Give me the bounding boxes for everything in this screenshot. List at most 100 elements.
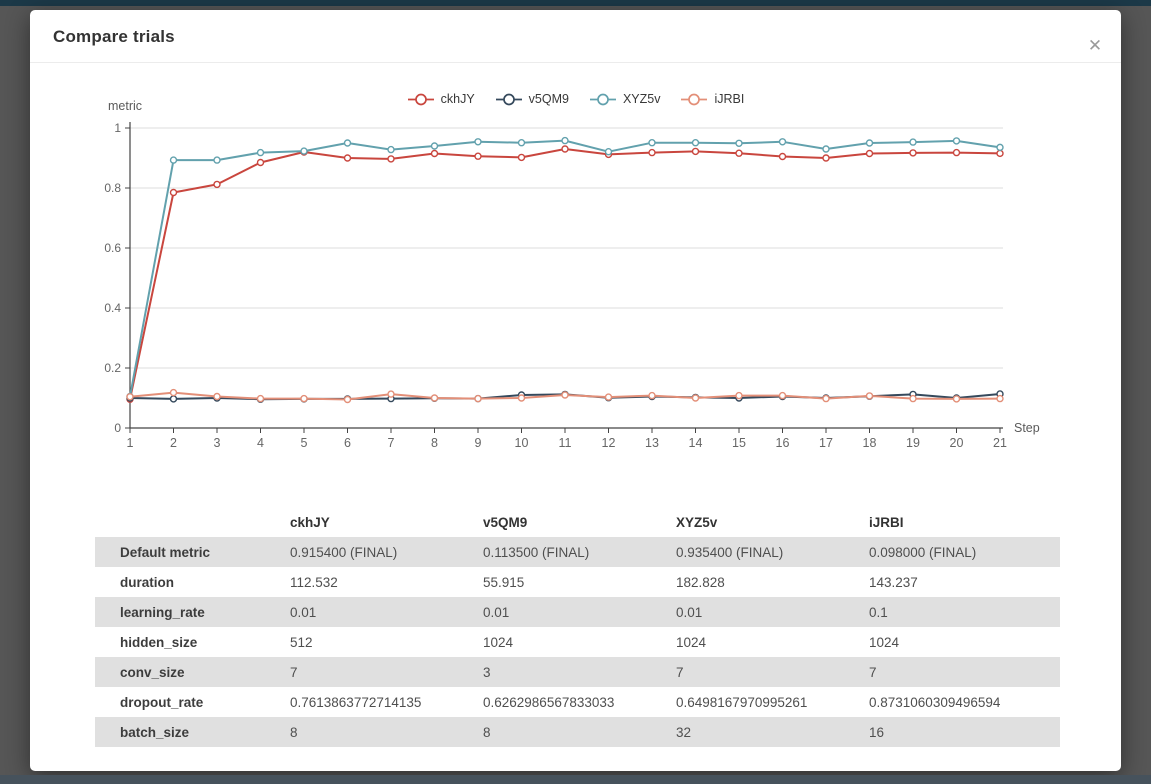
metric-chart: 00.20.40.60.811 2 3 4 5 6 7 8 9 10 11 12 13 14 15 16 17 1… [104, 99, 1040, 450]
data-point [387, 155, 395, 163]
x-tick-label: 21 [993, 436, 1007, 450]
x-axis-title: Step [1014, 421, 1040, 435]
row-label: batch_size [120, 724, 190, 740]
row-value: 0.1 [869, 604, 888, 620]
table-row-dropout_rate: dropout_rate 0.7613863772714135 0.62629865… [95, 687, 1060, 717]
y-axis-title: metric [108, 99, 142, 113]
data-point [822, 394, 830, 403]
x-tick-label: 14 [689, 436, 703, 450]
data-point [213, 392, 221, 401]
row-label: dropout_rate [120, 694, 204, 710]
legend-item-ckhJY[interactable]: ckhJY [407, 92, 475, 106]
table-body: Default metric 0.915400 (FINAL) 0.113500 (… [95, 537, 1060, 747]
table-row-conv_size: conv_size 7 3 7 7 [95, 657, 1060, 687]
x-tick-label: 18 [863, 436, 877, 450]
data-point [213, 180, 221, 189]
column-header-iJRBI: iJRBI [869, 514, 904, 530]
row-value: 1024 [676, 634, 707, 650]
legend-label: ckhJY [440, 92, 475, 106]
row-value: 0.098000 (FINAL) [869, 544, 977, 560]
x-tick-label: 7 [388, 436, 395, 450]
row-value: 8 [483, 724, 491, 740]
row-label: conv_size [120, 664, 185, 680]
x-tick-label: 17 [819, 436, 833, 450]
data-point [735, 391, 743, 400]
legend-item-iJRBI[interactable]: iJRBI [680, 92, 744, 106]
row-value: 7 [676, 664, 684, 680]
table-row-learning_rate: learning_rate 0.01 0.01 0.01 0.1 [95, 597, 1060, 627]
row-value: 3 [483, 664, 491, 680]
data-point [996, 143, 1004, 152]
row-value: 1024 [869, 634, 900, 650]
data-point [213, 156, 221, 164]
data-point [691, 394, 700, 402]
data-point [778, 152, 787, 161]
data-point [952, 395, 961, 403]
row-value: 112.532 [290, 574, 338, 590]
row-value: 1024 [483, 634, 514, 650]
legend-item-v5QM9[interactable]: v5QM9 [495, 92, 569, 106]
data-point [561, 136, 569, 145]
column-header-v5QM9: v5QM9 [483, 514, 528, 530]
column-header-empty [95, 507, 290, 537]
data-point [343, 154, 352, 162]
close-icon[interactable]: ✕ [1081, 32, 1109, 60]
data-point [691, 147, 700, 156]
data-point [256, 158, 265, 167]
x-tick-label: 10 [515, 436, 529, 450]
data-point [909, 394, 917, 403]
y-tick-label: 0.6 [104, 241, 121, 255]
y-tick-label: 0 [114, 421, 121, 435]
row-value: 0.6498167970995261 [676, 694, 808, 710]
data-point [561, 145, 569, 153]
data-point [300, 394, 308, 403]
data-point [648, 148, 656, 157]
data-point [474, 138, 482, 146]
data-point [387, 145, 395, 154]
data-point [256, 148, 265, 157]
table-row-batch_size: batch_size 8 8 32 16 [95, 717, 1060, 747]
column-header-XYZ5v: XYZ5v [676, 514, 718, 530]
table-row-duration: duration 112.532 55.915 182.828 143.237 [95, 567, 1060, 597]
app-bottom-bar [0, 775, 1151, 784]
row-label: Default metric [120, 544, 211, 560]
data-point [996, 149, 1004, 158]
y-tick-label: 0.2 [104, 361, 121, 375]
x-tick-label: 15 [732, 436, 746, 450]
data-point [735, 149, 743, 157]
row-value: 8 [290, 724, 298, 740]
row-value: 55.915 [483, 574, 525, 590]
data-point [778, 391, 787, 400]
data-point [517, 139, 526, 147]
data-point [865, 139, 874, 147]
data-point [952, 148, 961, 157]
data-point [996, 394, 1004, 403]
data-point [126, 393, 134, 401]
x-tick-label: 2 [170, 436, 177, 450]
series-iJRBI [126, 388, 1004, 404]
data-point [474, 394, 482, 403]
data-point [169, 156, 178, 164]
series-line-ckhJY [129, 148, 1001, 400]
chart-legend: ckhJY v5QM9 XYZ5v iJRBI [30, 90, 1121, 108]
y-tick-label: 0.8 [104, 181, 121, 195]
x-tick-label: 12 [602, 436, 616, 450]
row-value: 143.237 [869, 574, 918, 590]
x-tick-label: 19 [906, 436, 920, 450]
data-point [865, 149, 874, 158]
row-value: 182.828 [676, 574, 725, 590]
x-tick-label: 4 [257, 436, 264, 450]
data-point [430, 149, 439, 158]
data-point [430, 394, 439, 402]
data-point [691, 139, 700, 147]
legend-marker-icon [495, 93, 522, 105]
x-tick-label: 11 [559, 436, 572, 450]
legend-item-XYZ5v[interactable]: XYZ5v [589, 92, 660, 106]
row-value: 0.113500 (FINAL) [483, 544, 590, 560]
row-label: learning_rate [120, 604, 205, 620]
data-point [909, 138, 917, 146]
data-point [169, 188, 178, 197]
x-tick-label: 5 [301, 436, 308, 450]
y-tick-label: 0.4 [104, 301, 121, 315]
data-point [648, 139, 656, 147]
